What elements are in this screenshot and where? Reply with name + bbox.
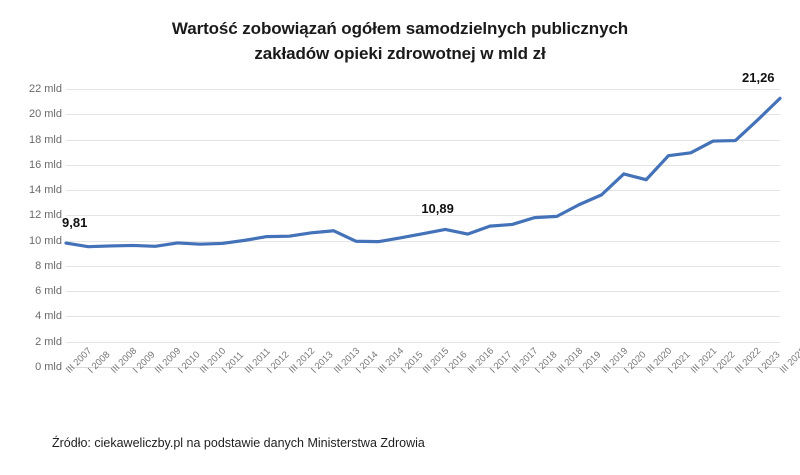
y-axis-tick-label: 4 mld — [35, 310, 62, 323]
gridline-6 — [66, 291, 780, 293]
y-axis-tick-label: 6 mld — [35, 285, 62, 298]
gridline-8 — [66, 265, 780, 267]
plot-area — [66, 89, 780, 368]
y-axis-tick-label: 0 mld — [35, 361, 62, 373]
data-point-label: 9,81 — [62, 215, 88, 231]
chart-title-line-2: zakładów opieki zdrowotnej w mld zł — [254, 44, 546, 63]
gridline-16 — [66, 164, 780, 166]
x-axis-tick-label: III 2023 — [778, 345, 800, 376]
y-axis-tick-label: 16 mld — [28, 158, 62, 171]
gridline-20 — [66, 114, 780, 116]
source-note: Źródło: ciekaweliczby.pl na podstawie da… — [52, 436, 425, 450]
gridline-14 — [66, 190, 780, 192]
line-series-svg — [64, 96, 782, 249]
gridline-18 — [66, 139, 780, 141]
x-axis: III 2007 I 2008 III 2008 I 2009 III 2009 I 20… — [64, 346, 800, 426]
y-axis-tick-label: 22 mld — [28, 83, 62, 95]
y-axis-tick-label: 20 mld — [28, 108, 62, 121]
y-axis-tick-label: 10 mld — [28, 234, 62, 247]
data-point-label: 10,89 — [421, 201, 454, 217]
y-axis: 22 mld 20 mld 18 mld 16 mld 14 mld 12 mld 10 m… — [0, 83, 62, 373]
gridline-0 — [66, 367, 780, 368]
series-line-path — [64, 96, 782, 249]
y-axis-tick-label: 8 mld — [35, 259, 62, 272]
chart-title-line-1: Wartość zobowiązań ogółem samodzielnych … — [171, 19, 629, 38]
data-point-label: 21,26 — [742, 70, 775, 86]
gridline-2 — [66, 341, 780, 343]
gridline-22 — [66, 89, 780, 90]
y-axis-tick-label: 14 mld — [28, 184, 62, 197]
chart-title: Wartość zobowiązań ogółem samodzielnych … — [0, 16, 800, 66]
y-axis-tick-label: 2 mld — [35, 335, 62, 348]
y-axis-tick-label: 12 mld — [28, 209, 62, 222]
gridline-4 — [66, 316, 780, 318]
gridline-12 — [66, 215, 780, 217]
y-axis-tick-label: 18 mld — [28, 133, 62, 146]
gridline-10 — [66, 240, 780, 242]
